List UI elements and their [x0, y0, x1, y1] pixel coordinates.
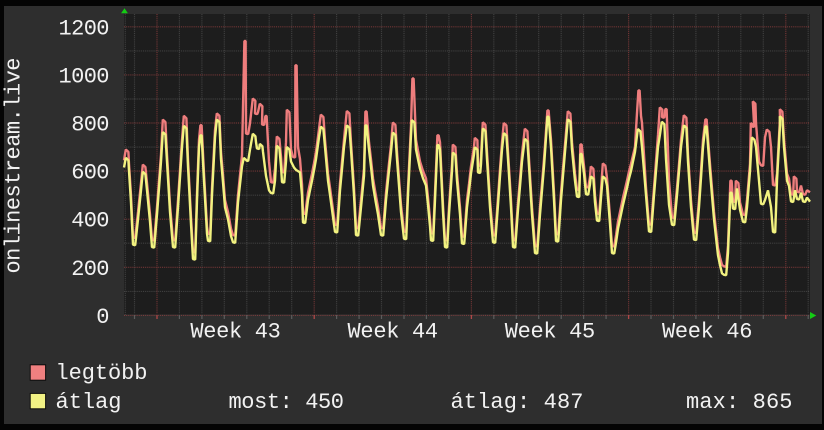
svg-text:max: 865: max: 865	[686, 390, 793, 415]
svg-text:átlag: 487: átlag: 487	[451, 390, 584, 415]
svg-text:Week 45: Week 45	[505, 320, 596, 345]
svg-text:Week 43: Week 43	[190, 320, 281, 345]
svg-text:800: 800	[71, 113, 109, 138]
svg-text:600: 600	[71, 161, 109, 186]
svg-text:1200: 1200	[59, 16, 110, 41]
svg-text:átlag: átlag	[56, 390, 122, 415]
svg-text:400: 400	[71, 209, 109, 234]
svg-text:most: 450: most: 450	[229, 390, 345, 415]
svg-text:legtöbb: legtöbb	[56, 361, 148, 386]
svg-text:Week 44: Week 44	[348, 320, 439, 345]
svg-text:1000: 1000	[59, 64, 110, 89]
svg-text:Week 46: Week 46	[662, 320, 753, 345]
svg-text:200: 200	[71, 257, 109, 282]
svg-text:onlinestream.live: onlinestream.live	[2, 58, 27, 274]
svg-text:0: 0	[96, 305, 109, 330]
